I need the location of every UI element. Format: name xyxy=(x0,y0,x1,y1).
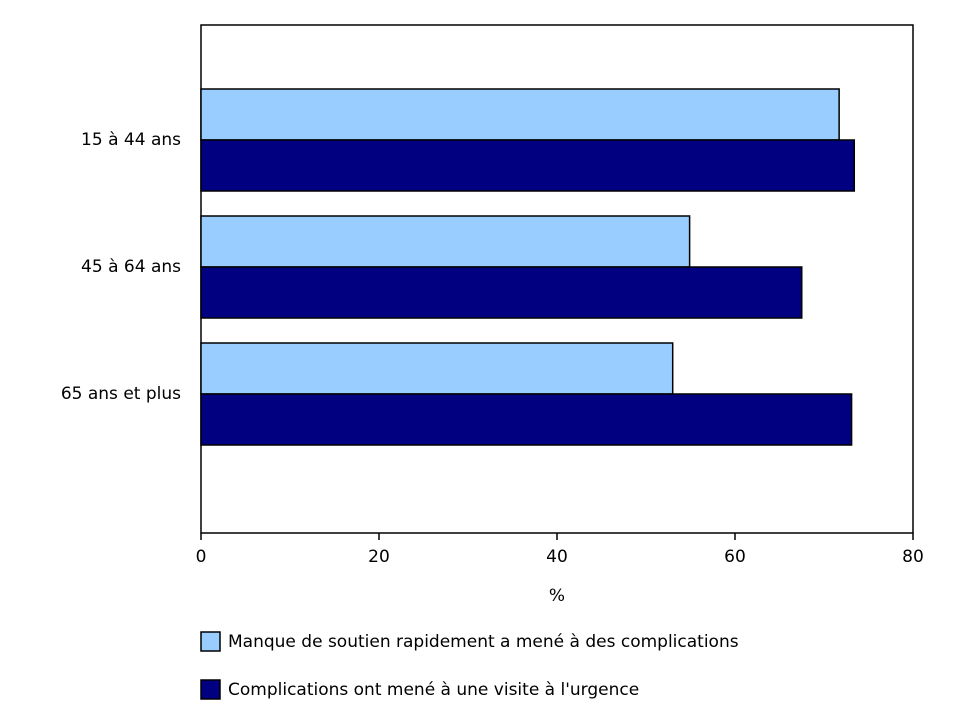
bar xyxy=(200,266,803,319)
legend-swatch xyxy=(200,679,221,700)
x-tick-label: 20 xyxy=(368,547,390,567)
bar xyxy=(200,88,840,141)
legend-label: Manque de soutien rapidement a mené à de… xyxy=(228,632,739,652)
y-tick-label: 15 à 44 ans xyxy=(81,130,181,150)
bar xyxy=(200,215,691,268)
x-tick-label: 40 xyxy=(546,547,568,567)
x-tick-label: 60 xyxy=(724,547,746,567)
legend-swatch xyxy=(200,631,221,652)
x-axis-label: % xyxy=(549,586,565,606)
bar xyxy=(200,342,674,395)
x-tick-label: 0 xyxy=(196,547,207,567)
legend-label: Complications ont mené à une visite à l'… xyxy=(228,680,639,700)
bar xyxy=(200,393,853,446)
x-tick-label: 80 xyxy=(902,547,924,567)
y-tick-label: 65 ans et plus xyxy=(61,384,181,404)
y-tick-label: 45 à 64 ans xyxy=(81,257,181,277)
bar xyxy=(200,139,856,192)
